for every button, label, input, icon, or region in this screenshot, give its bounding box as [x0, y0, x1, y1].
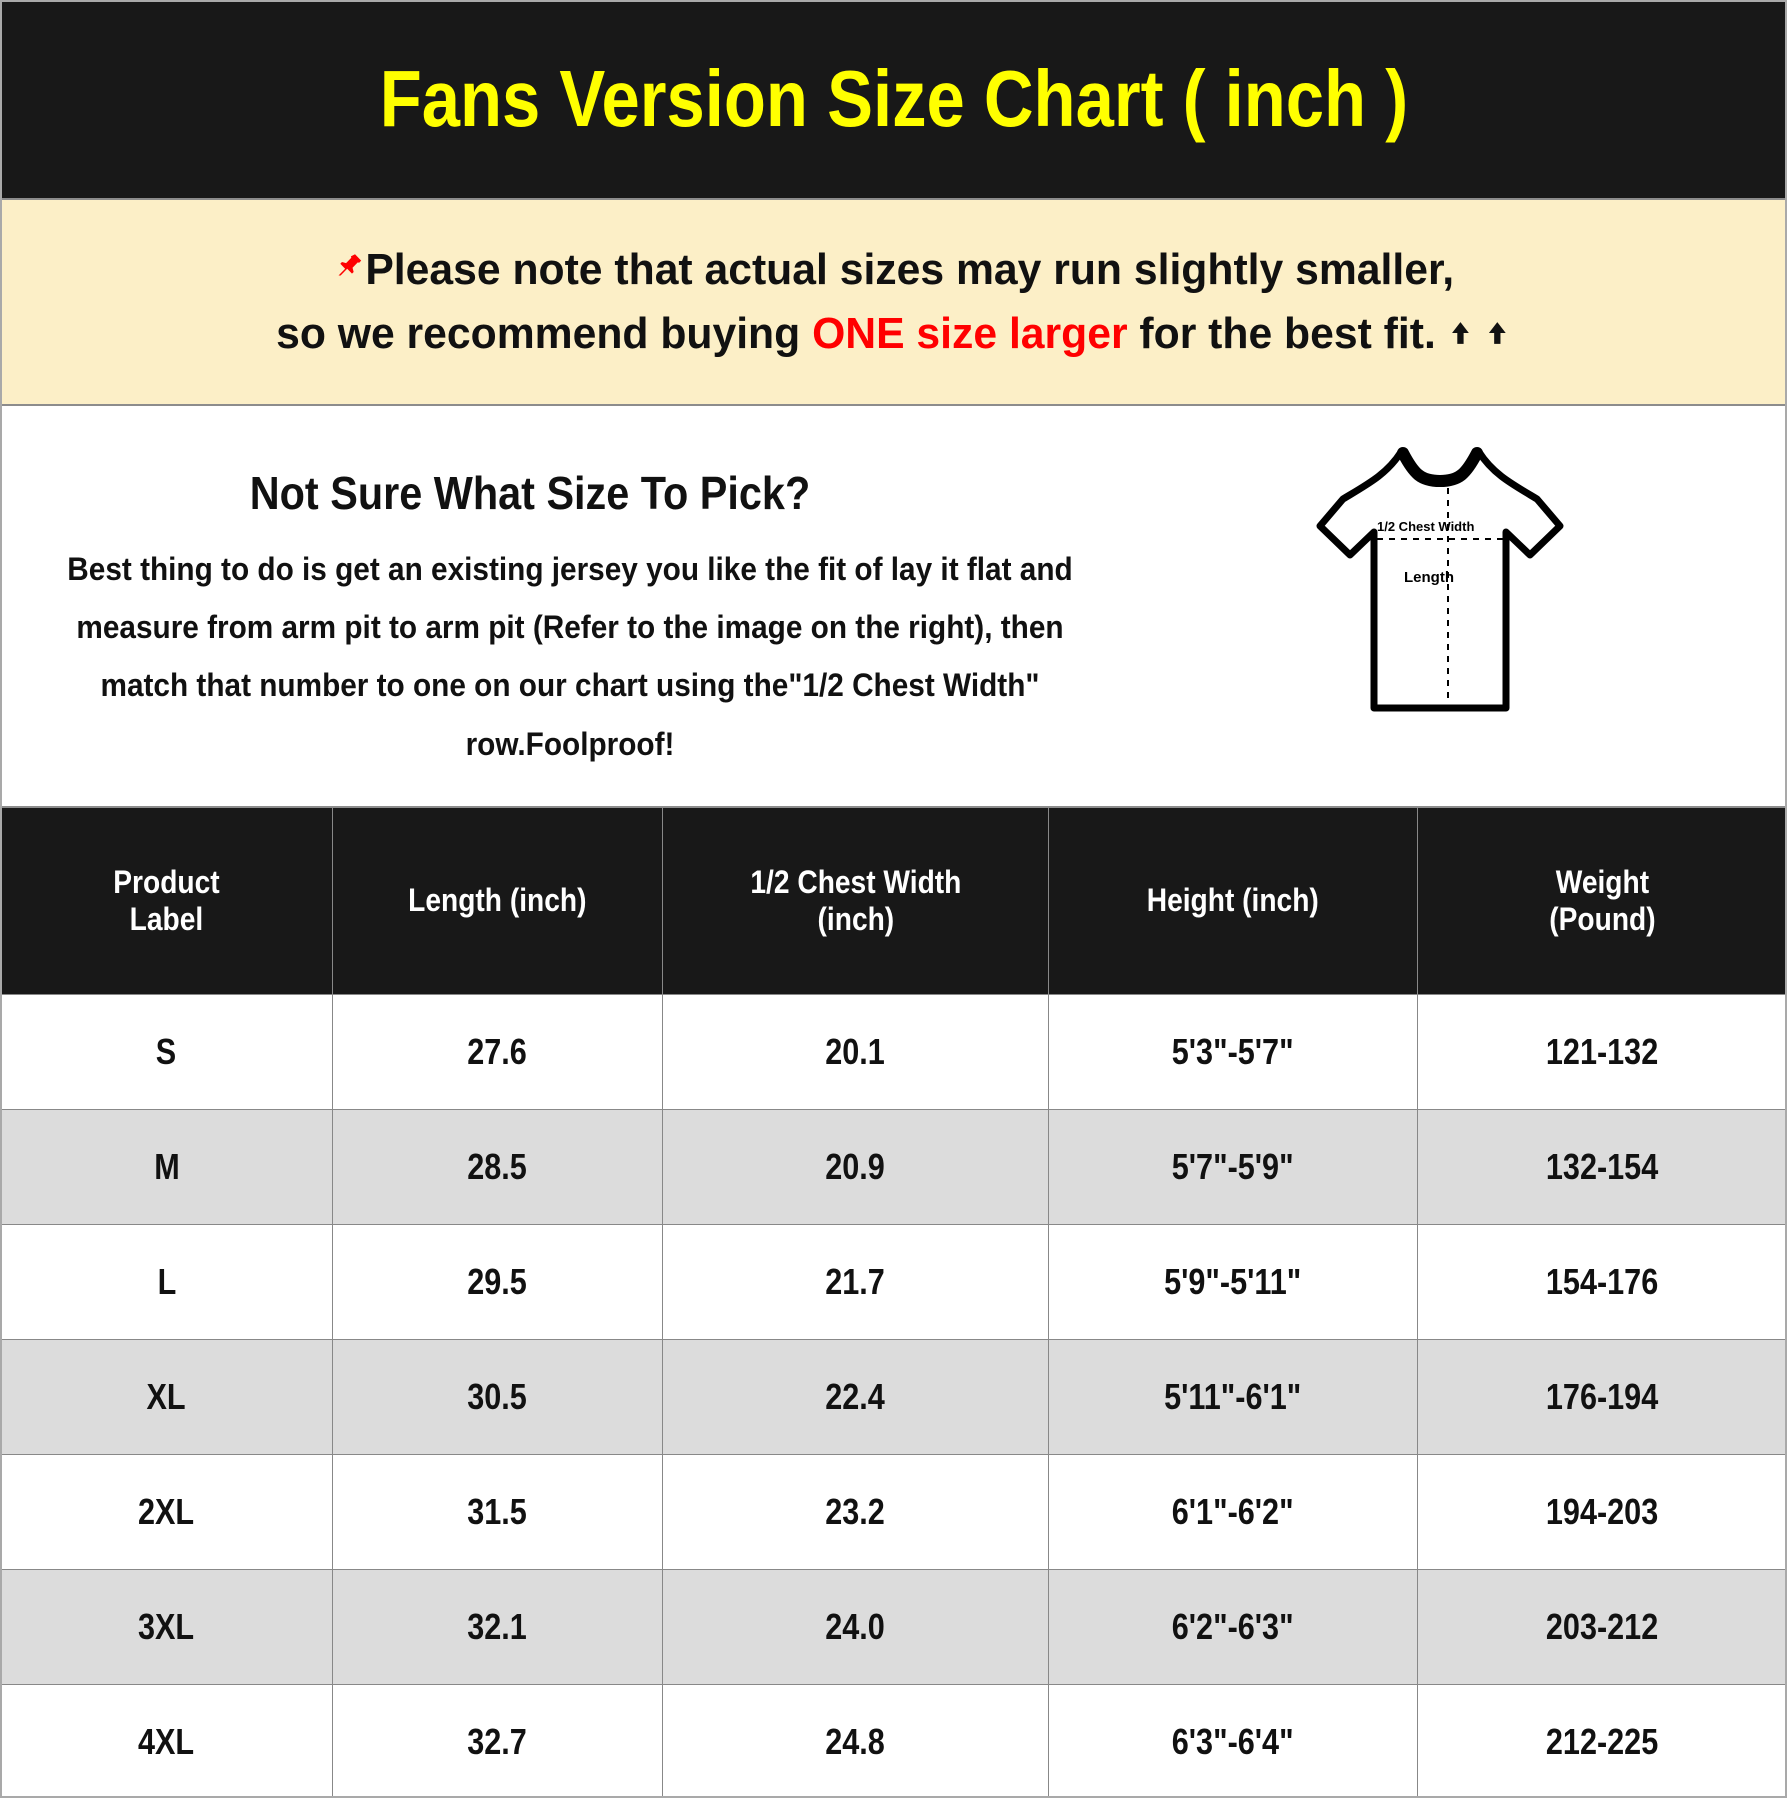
svg-text:Length: Length — [1404, 569, 1454, 586]
svg-text:1/2 Chest Width: 1/2 Chest Width — [1377, 519, 1474, 534]
